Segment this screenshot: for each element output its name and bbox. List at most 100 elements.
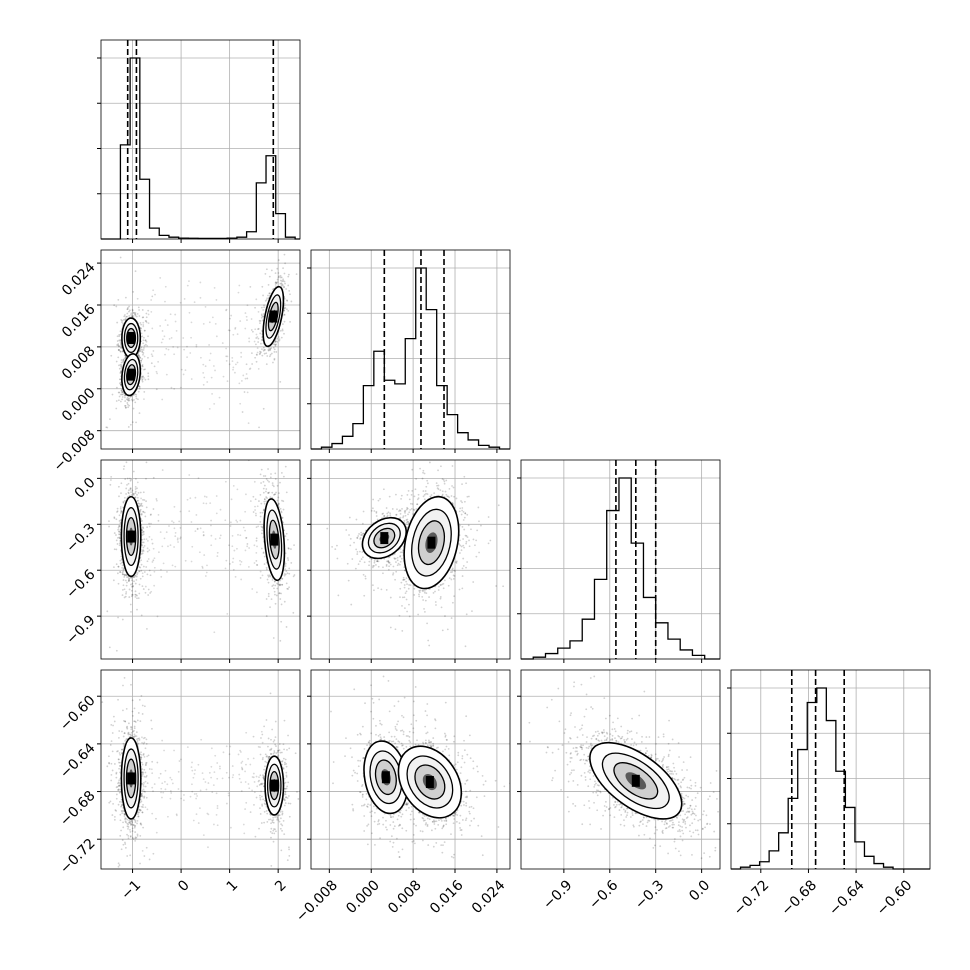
tick-label: −0.60 [874,877,916,919]
scatter-point [140,327,142,330]
scatter-point [121,564,124,567]
scatter-point [122,318,125,321]
histogram-step [521,477,720,660]
scatter-point [213,402,216,405]
scatter-point [129,487,132,490]
scatter-point [139,350,142,353]
scatter-point [245,537,248,539]
scatter-point [138,315,141,317]
scatter-point [255,343,257,346]
scatter-point [284,568,286,571]
scatter-point [269,353,272,356]
scatter-point [271,585,274,588]
scatter-point [255,337,258,339]
scatter-panel-0-2: −0.9−0.6−0.30.0 [63,431,301,663]
scatter-point [119,350,122,353]
scatter-point [255,526,258,529]
scatter-point [123,576,126,578]
scatter-point [119,506,122,508]
scatter-point [151,355,154,358]
scatter-point [141,552,144,555]
scatter-point [143,571,146,573]
scatter-point [136,594,138,597]
scatter-point [280,282,283,285]
scatter-point [126,315,128,318]
scatter-point [275,282,278,284]
scatter-point [118,333,121,336]
scatter-point [225,308,228,311]
scatter-point [141,519,143,522]
scatter-point [240,356,243,358]
scatter-point [117,298,120,301]
scatter-point [228,363,231,366]
scatter-point [290,300,293,303]
scatter-point [244,312,247,314]
scatter-point [120,482,123,485]
scatter-point [202,322,205,325]
scatter-point [116,572,119,575]
scatter-point [283,280,286,283]
scatter-point [229,317,231,320]
tick-label: 0.000 [59,385,99,425]
scatter-point [133,311,135,314]
scatter-point [127,399,129,401]
scatter-point [138,387,141,390]
scatter-point [114,431,116,433]
scatter-point [270,352,273,355]
scatter-point [119,562,122,565]
scatter-point [142,321,145,324]
scatter-point [286,308,288,311]
scatter-point [283,309,285,312]
scatter-point [280,472,283,474]
scatter-point [238,382,241,385]
scatter-point [146,550,149,553]
scatter-point [140,504,142,507]
scatter-point [132,315,135,317]
scatter-point [251,330,254,333]
scatter-point [119,393,122,396]
scatter-point [121,450,123,452]
scatter-point [186,284,189,287]
scatter-point [115,649,118,652]
scatter-point [146,526,148,528]
scatter-point [146,627,148,630]
scatter-point [204,305,207,308]
scatter-point [245,315,248,318]
scatter-point [283,314,286,316]
scatter-point [274,340,277,343]
scatter-point [266,497,268,499]
scatter-point [139,347,142,349]
scatter-point [280,284,283,287]
scatter-point [134,477,137,480]
scatter-point [259,332,262,335]
scatter-point [147,322,150,325]
scatter-point [118,395,121,398]
scatter-point [258,319,261,322]
scatter-point [134,401,137,404]
scatter-point [263,502,266,505]
scatter-point [142,491,145,494]
scatter-point [276,587,279,590]
scatter-point [128,578,130,581]
scatter-point [128,397,131,400]
scatter-point [106,426,109,429]
scatter-point [138,505,140,508]
scatter-point [128,314,131,317]
scatter-point [267,492,270,494]
scatter-point [167,348,170,351]
scatter-point [267,348,270,351]
scatter-point [231,356,234,359]
scatter-point [184,369,187,372]
density-peak [127,331,136,344]
scatter-point [128,579,130,582]
scatter-point [269,292,271,295]
scatter-point [132,492,135,495]
scatter-point [140,559,142,562]
scatter-point [122,501,125,504]
scatter-point [136,487,138,490]
scatter-point [269,349,272,352]
scatter-point [125,315,127,318]
scatter-point [141,358,144,360]
scatter-point [142,342,145,345]
scatter-point [147,313,150,316]
